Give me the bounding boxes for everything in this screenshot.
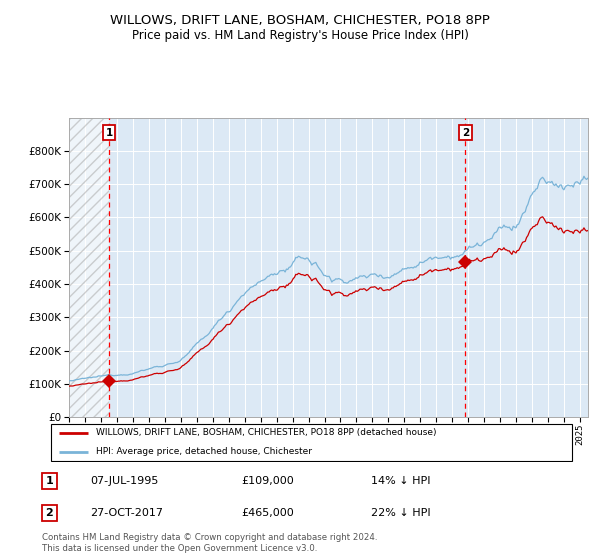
Text: £465,000: £465,000 (241, 508, 294, 518)
Bar (69, 118, 109, 417)
Text: Price paid vs. HM Land Registry's House Price Index (HPI): Price paid vs. HM Land Registry's House … (131, 29, 469, 42)
Text: 27-OCT-2017: 27-OCT-2017 (90, 508, 163, 518)
Text: 22% ↓ HPI: 22% ↓ HPI (371, 508, 430, 518)
Text: 1: 1 (106, 128, 113, 138)
Text: 1: 1 (46, 476, 53, 486)
Text: 2: 2 (46, 508, 53, 518)
FancyBboxPatch shape (50, 424, 572, 461)
Text: Contains HM Land Registry data © Crown copyright and database right 2024.
This d: Contains HM Land Registry data © Crown c… (42, 533, 377, 553)
Text: 07-JUL-1995: 07-JUL-1995 (90, 476, 158, 486)
Text: WILLOWS, DRIFT LANE, BOSHAM, CHICHESTER, PO18 8PP (detached house): WILLOWS, DRIFT LANE, BOSHAM, CHICHESTER,… (95, 428, 436, 437)
Text: £109,000: £109,000 (241, 476, 294, 486)
Text: 14% ↓ HPI: 14% ↓ HPI (371, 476, 430, 486)
Text: 2: 2 (462, 128, 469, 138)
Text: HPI: Average price, detached house, Chichester: HPI: Average price, detached house, Chic… (95, 447, 311, 456)
Text: WILLOWS, DRIFT LANE, BOSHAM, CHICHESTER, PO18 8PP: WILLOWS, DRIFT LANE, BOSHAM, CHICHESTER,… (110, 14, 490, 27)
